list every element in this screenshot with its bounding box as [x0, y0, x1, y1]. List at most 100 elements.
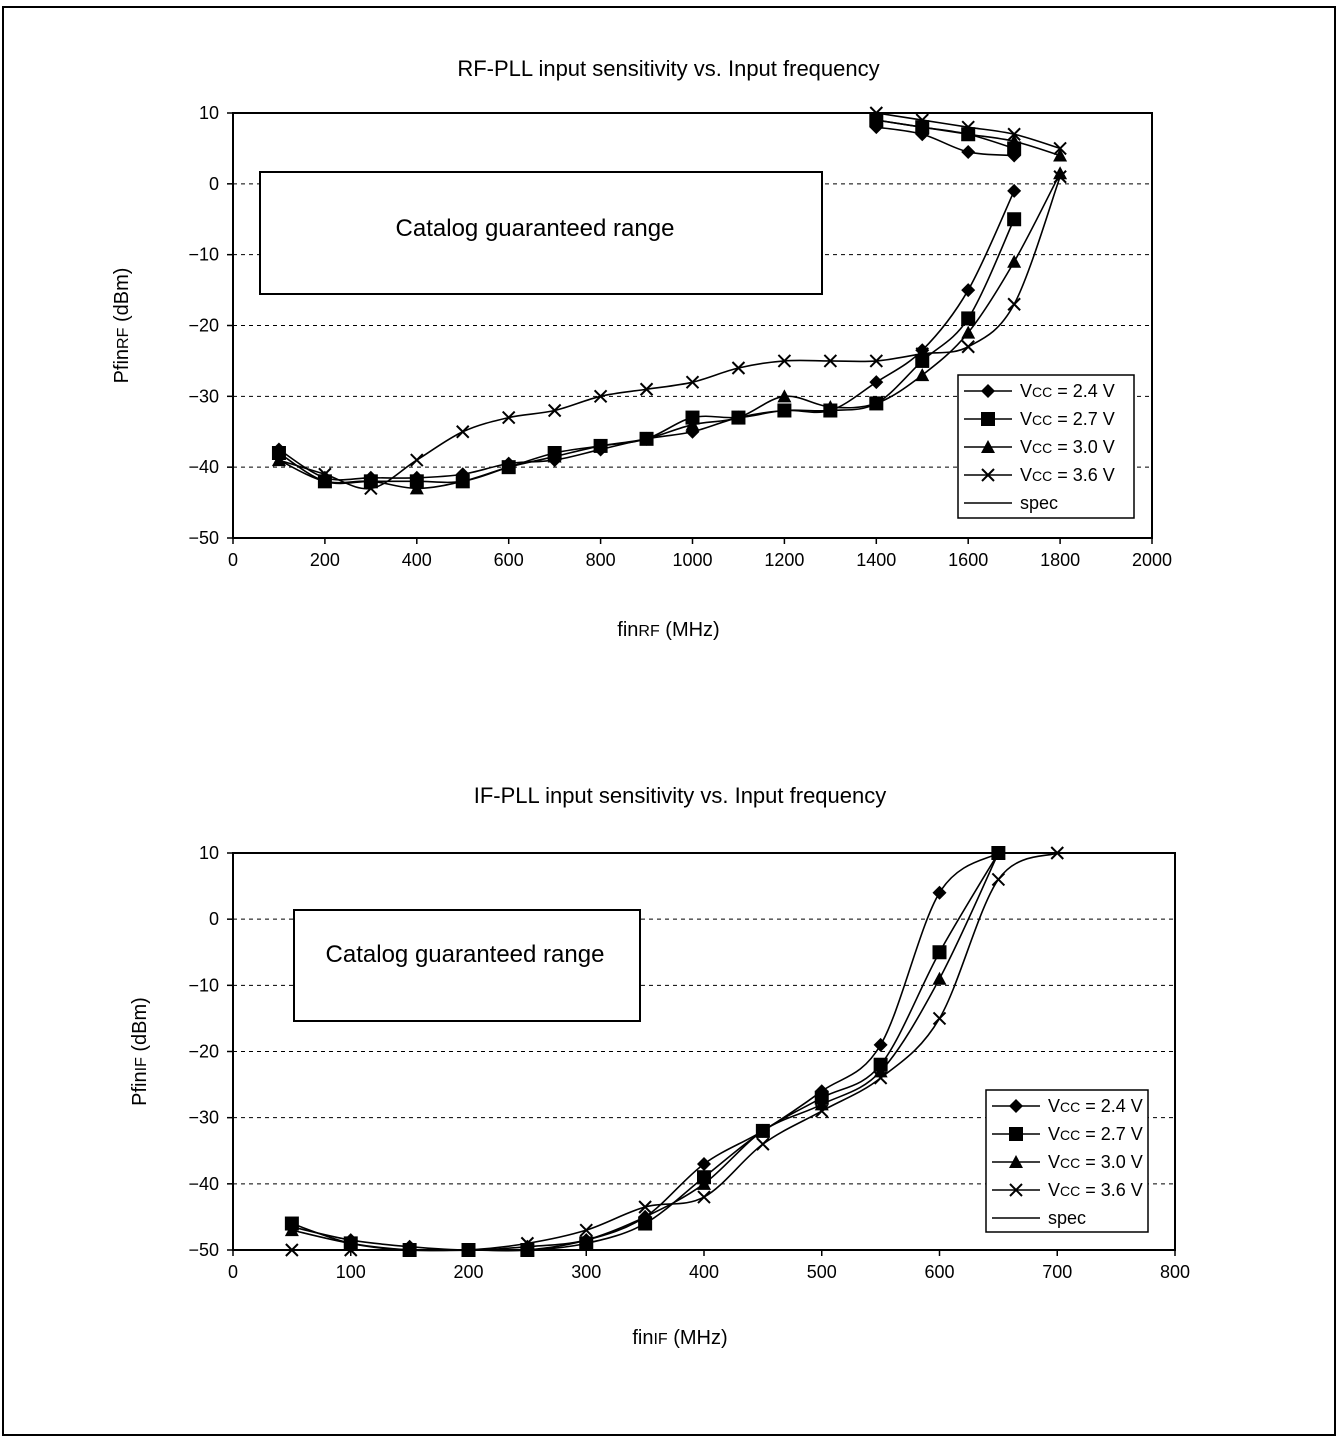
legend-label-prefix: V — [1048, 1180, 1060, 1200]
legend-label-sub: CC — [1032, 384, 1052, 400]
data-point-triangle — [685, 417, 700, 431]
x-tick-label: 200 — [310, 550, 340, 570]
legend-label-prefix: V — [1020, 437, 1032, 457]
data-point-triangle — [593, 438, 608, 452]
data-point-cross — [1053, 170, 1067, 184]
series-triangle — [284, 846, 1006, 1256]
x-tick-label: 1400 — [856, 550, 896, 570]
legend-label-sub: CC — [1060, 1127, 1080, 1143]
data-point-cross — [961, 120, 975, 134]
data-point-cross — [932, 1011, 947, 1026]
legend-label: VCC = 3.6 V — [1020, 465, 1115, 485]
legend-marker-cross — [1009, 1183, 1023, 1197]
data-point-cross — [547, 403, 562, 418]
data-point-triangle — [915, 120, 930, 134]
x-tick-label: 700 — [1042, 1262, 1072, 1282]
legend-label: spec — [1020, 493, 1058, 513]
data-point-cross — [915, 347, 929, 361]
chart-title: IF-PLL input sensitivity vs. Input frequ… — [474, 783, 887, 808]
data-point-triangle — [501, 460, 516, 474]
x-tick-label: 600 — [494, 550, 524, 570]
x-axis-label-unit: (MHz) — [660, 619, 720, 641]
data-point-cross — [272, 453, 286, 467]
series-cross — [285, 846, 1064, 1257]
data-point-cross — [402, 1243, 417, 1257]
series-triangle — [271, 113, 1068, 495]
y-tick-label: −30 — [188, 386, 219, 406]
legend-label-prefix: spec — [1048, 1208, 1086, 1228]
y-axis-label: PfinIF (dBm) — [129, 997, 151, 1106]
data-point-square — [409, 474, 424, 489]
data-point-triangle — [455, 474, 470, 488]
legend-marker-triangle — [1009, 1155, 1023, 1168]
x-tick-label: 300 — [571, 1262, 601, 1282]
data-point-cross — [638, 1200, 652, 1214]
legend-marker-cross — [981, 468, 995, 482]
y-tick-label: 0 — [209, 174, 219, 194]
data-point-triangle — [915, 368, 930, 382]
data-point-triangle — [639, 431, 654, 445]
x-axis-label-sub: RF — [638, 623, 660, 640]
x-tick-label: 500 — [807, 1262, 837, 1282]
data-point-diamond — [961, 144, 976, 159]
data-point-cross — [285, 1243, 299, 1257]
y-axis-label-unit: (dBm) — [111, 268, 133, 328]
x-axis-label-unit: (MHz) — [668, 1327, 728, 1349]
legend-label-value: = 3.0 V — [1080, 1152, 1143, 1172]
x-tick-label: 1800 — [1040, 550, 1080, 570]
y-axis-label-sub: IF — [133, 1057, 150, 1071]
legend-label-prefix: spec — [1020, 493, 1058, 513]
data-point-triangle — [317, 474, 332, 488]
legend-label: spec — [1048, 1208, 1086, 1228]
data-point-square — [961, 311, 976, 326]
data-point-triangle — [961, 325, 976, 339]
x-tick-label: 1000 — [672, 550, 712, 570]
legend-label: VCC = 2.7 V — [1048, 1124, 1143, 1144]
data-point-cross — [318, 467, 332, 481]
data-point-cross — [456, 425, 470, 439]
data-point-triangle — [579, 1233, 594, 1247]
x-tick-label: 0 — [228, 550, 238, 570]
x-axis-label-main: fin — [632, 1327, 653, 1349]
series-cross — [272, 106, 1067, 496]
y-tick-label: 10 — [199, 843, 219, 863]
data-point-triangle — [284, 1223, 299, 1237]
legend-label-sub: CC — [1032, 440, 1052, 456]
chart-2: IF-PLL input sensitivity vs. Input frequ… — [129, 783, 1190, 1349]
legend-label-prefix: V — [1020, 409, 1032, 429]
data-point-cross — [1050, 846, 1064, 860]
data-point-square — [685, 410, 700, 425]
data-point-triangle — [731, 410, 746, 424]
data-point-cross — [873, 1071, 888, 1085]
data-point-triangle — [869, 113, 884, 127]
data-point-cross — [823, 354, 838, 368]
legend-label: VCC = 2.7 V — [1020, 409, 1115, 429]
data-point-triangle — [869, 396, 884, 410]
x-tick-label: 100 — [336, 1262, 366, 1282]
guaranteed-range-label: Catalog guaranteed range — [326, 941, 605, 968]
data-point-triangle — [1053, 166, 1068, 180]
data-point-triangle — [991, 846, 1006, 859]
data-point-triangle — [777, 389, 792, 403]
y-axis-label: PfinRF (dBm) — [111, 268, 133, 384]
data-point-triangle — [1053, 148, 1068, 162]
guaranteed-range-box — [293, 909, 641, 1022]
y-tick-label: 10 — [199, 103, 219, 123]
data-point-triangle — [520, 1243, 535, 1256]
x-tick-label: 800 — [586, 550, 616, 570]
data-point-cross — [961, 340, 975, 354]
legend-label-sub: CC — [1060, 1155, 1080, 1171]
data-point-cross — [501, 410, 516, 425]
data-point-diamond — [697, 1156, 711, 1171]
x-tick-label: 400 — [402, 550, 432, 570]
data-point-square — [932, 945, 947, 960]
y-tick-label: −40 — [188, 1174, 219, 1194]
data-point-triangle — [697, 1176, 711, 1190]
data-point-cross — [1007, 127, 1021, 141]
data-point-cross — [991, 872, 1006, 887]
data-point-cross — [461, 1243, 476, 1257]
data-point-square — [915, 353, 930, 368]
data-point-cross — [344, 1243, 358, 1257]
